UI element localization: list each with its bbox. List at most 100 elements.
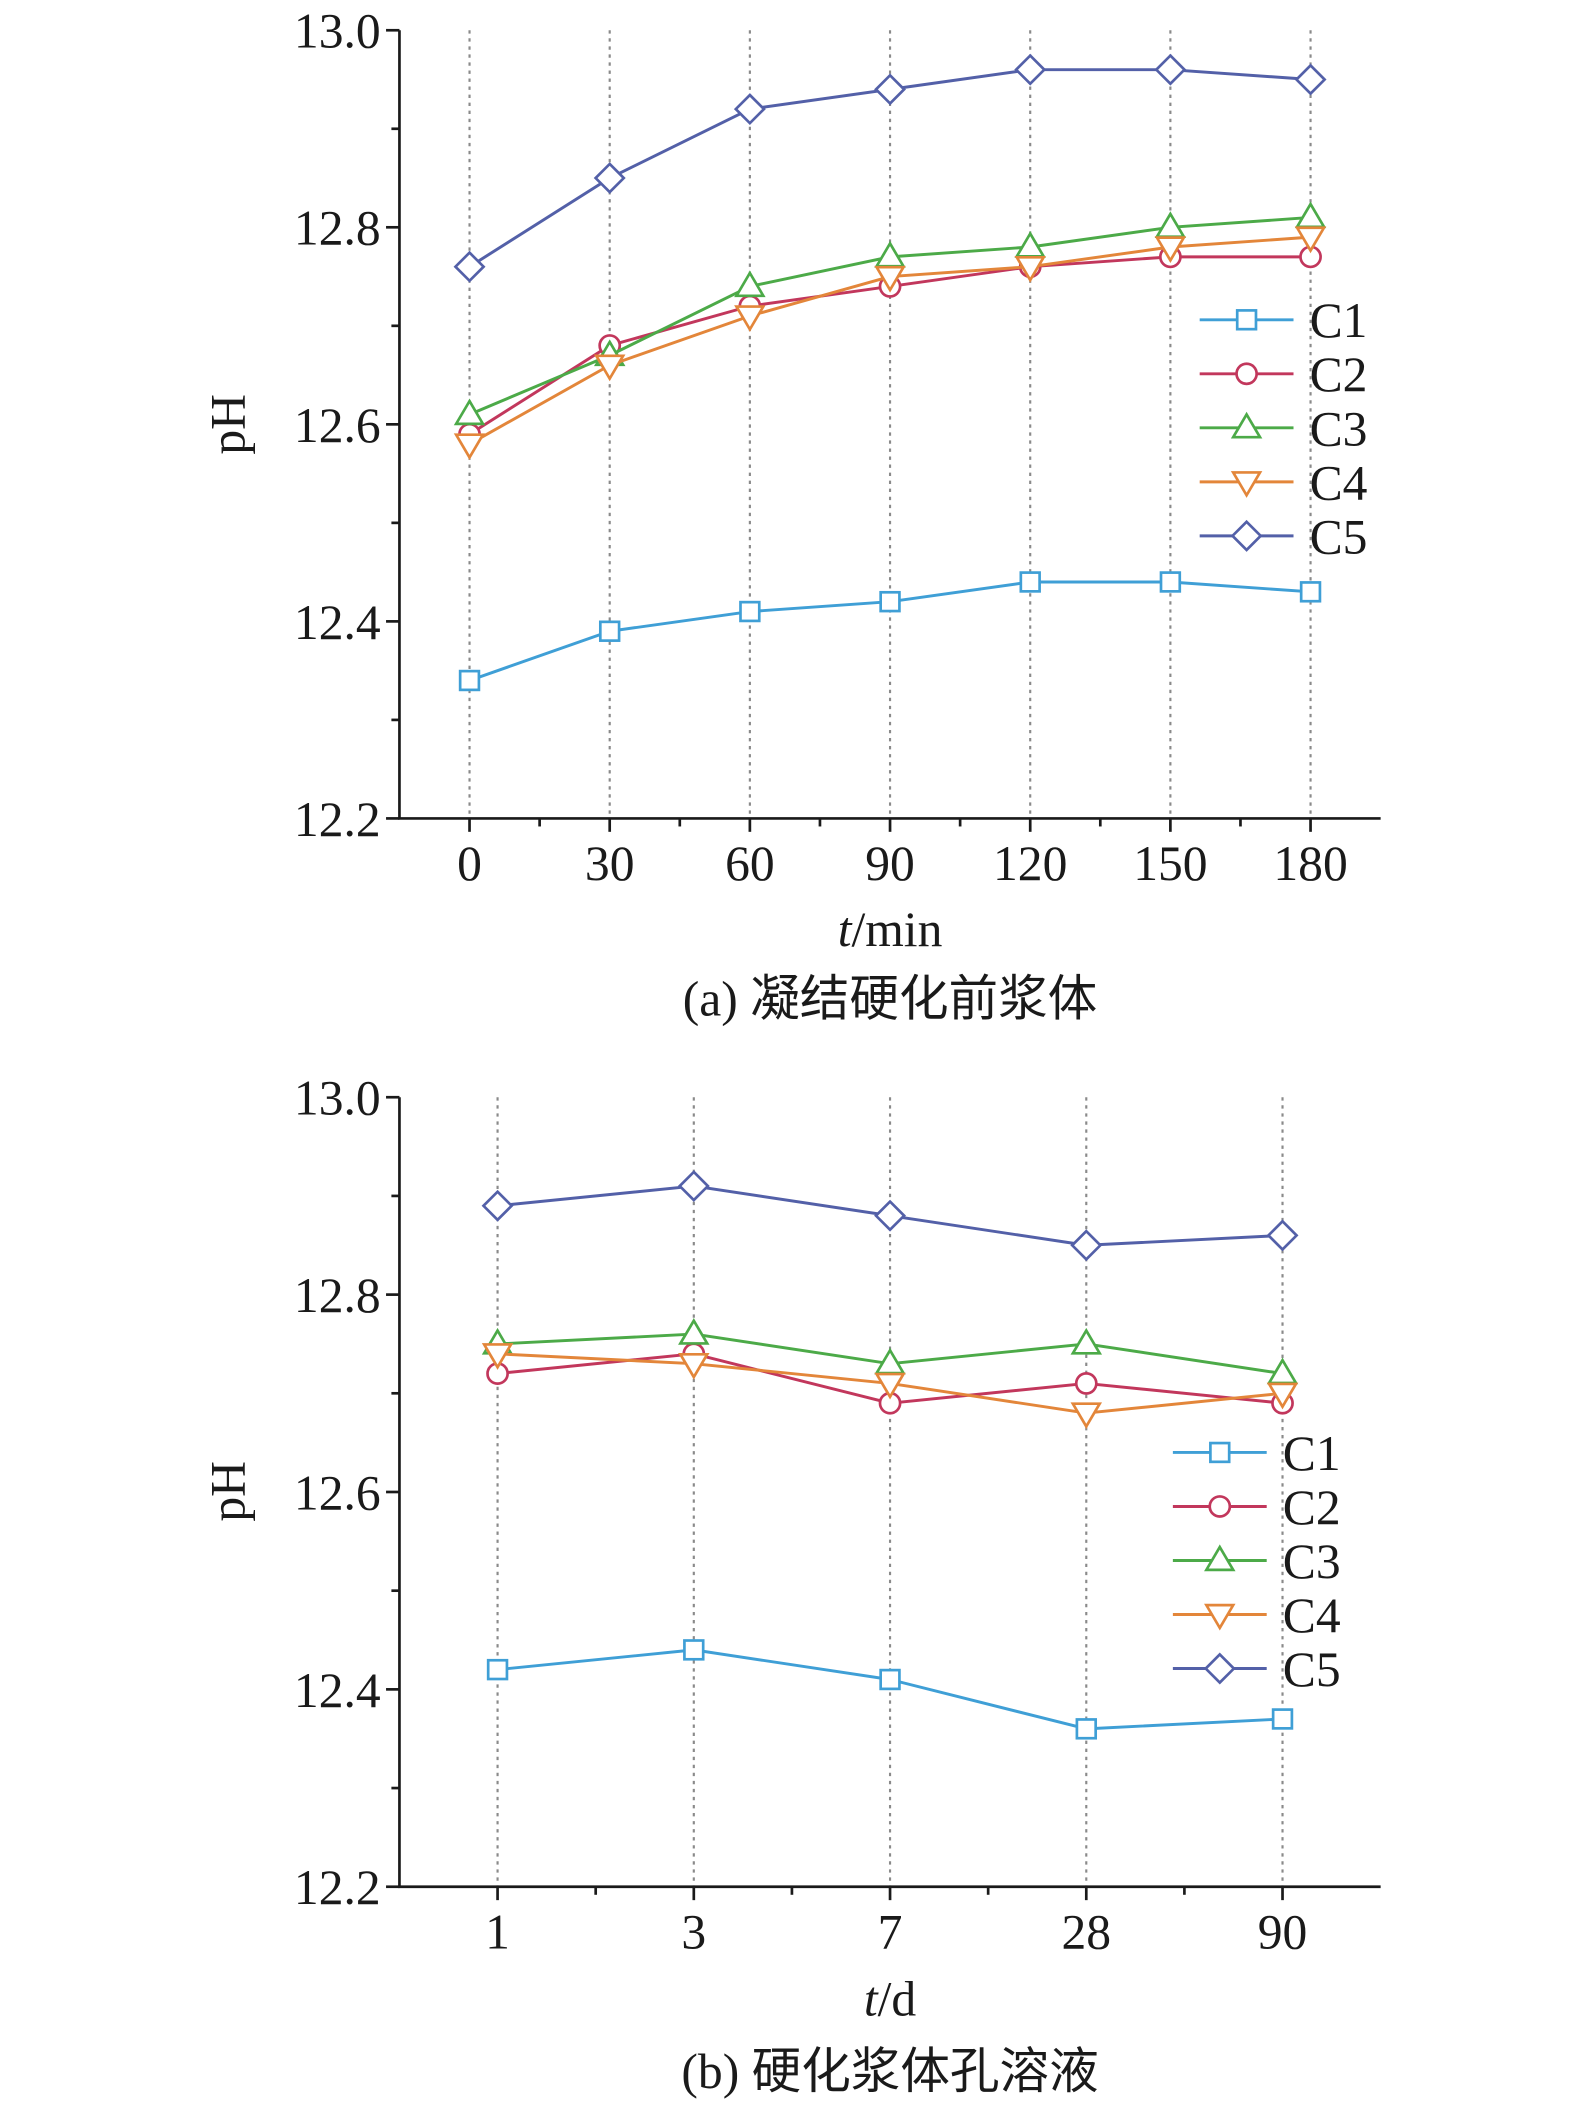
data-point-c1-150 [1159, 571, 1182, 593]
y-tick-label: 12.2 [294, 1860, 381, 1915]
data-point-c2-28 [1074, 1372, 1098, 1395]
legend-label-c3: C3 [1283, 1534, 1341, 1589]
data-point-c4-30 [593, 354, 626, 382]
y-tick-label: 13.0 [294, 1071, 381, 1126]
legend-entry-c1: C1 [1172, 1426, 1341, 1481]
data-point-c4-90 [1266, 1382, 1299, 1410]
data-point-c4-90 [874, 265, 906, 293]
x-tick-label: 90 [1258, 1904, 1308, 1959]
data-point-c4-1 [481, 1343, 514, 1370]
data-point-c1-7 [879, 1668, 901, 1691]
legend-entry-c1: C1 [1199, 293, 1368, 348]
legend-entry-c5: C5 [1172, 1642, 1341, 1697]
x-tick-label: 0 [457, 836, 482, 891]
legend-marker-c3 [1204, 1544, 1236, 1572]
data-point-c4-150 [1154, 236, 1187, 264]
data-point-c3-60 [734, 270, 766, 298]
x-tick-label: 1 [485, 1904, 510, 1959]
y-axis-title: pH [200, 1461, 255, 1522]
data-point-c3-28 [1070, 1327, 1103, 1355]
data-point-c5-0 [453, 250, 486, 283]
data-point-c5-180 [1294, 63, 1327, 96]
data-point-c1-30 [598, 620, 621, 642]
legend-marker-c1 [1209, 1441, 1231, 1464]
data-point-c4-0 [453, 433, 486, 461]
y-tick-label: 12.4 [294, 1663, 381, 1718]
x-axis-title: t/min [838, 902, 943, 957]
data-point-c3-3 [678, 1318, 710, 1345]
data-point-c4-60 [734, 305, 766, 333]
data-point-c4-180 [1294, 226, 1327, 254]
data-point-c5-120 [1014, 53, 1047, 86]
legend-label-c1: C1 [1310, 293, 1368, 348]
x-tick-label: 120 [993, 836, 1067, 891]
y-tick-label: 12.2 [294, 792, 381, 847]
legend-marker-c2 [1235, 362, 1258, 386]
data-point-c1-120 [1019, 571, 1041, 593]
legend-entry-c2: C2 [1199, 347, 1368, 402]
data-point-c1-0 [458, 669, 481, 692]
y-tick-label: 12.4 [294, 595, 381, 650]
legend-marker-c5 [1230, 519, 1263, 552]
x-axis-title-unit: /d [878, 1971, 917, 2026]
legend-marker-c3 [1230, 411, 1263, 439]
data-point-c1-28 [1075, 1718, 1098, 1740]
x-axis-title: t/d [864, 1971, 917, 2026]
chart-caption: (a) 凝结硬化前浆体 [683, 971, 1097, 1026]
data-point-c1-3 [683, 1639, 705, 1661]
legend-label-c1: C1 [1283, 1426, 1341, 1481]
y-tick-label: 12.6 [294, 1465, 381, 1520]
y-tick-label: 12.8 [294, 201, 381, 256]
data-point-c4-120 [1014, 255, 1046, 283]
x-axis-title-symbol: t [864, 1971, 879, 2026]
data-point-c5-7 [874, 1199, 907, 1232]
data-point-c5-28 [1070, 1229, 1103, 1262]
data-point-c4-7 [874, 1372, 906, 1400]
legend-entry-c4: C4 [1172, 1588, 1341, 1643]
legend-entry-c3: C3 [1172, 1534, 1341, 1589]
legend-label-c2: C2 [1310, 347, 1368, 402]
legend-marker-c4 [1204, 1603, 1236, 1631]
data-point-c5-60 [733, 93, 766, 126]
legend-marker-c5 [1203, 1652, 1236, 1685]
plot-area-b: 12.2 12.4 12.6 12.8 13.0 1 3 7 28 90 [294, 1071, 1381, 1959]
legend-entry-c4: C4 [1199, 455, 1368, 510]
data-point-c5-3 [677, 1170, 710, 1203]
data-point-c3-180 [1294, 201, 1327, 229]
data-point-c1-90 [879, 590, 901, 613]
data-point-c5-90 [1266, 1219, 1299, 1252]
data-point-c4-3 [678, 1352, 710, 1380]
x-tick-label: 28 [1061, 1904, 1111, 1959]
chart-panel-a: 12.212.412.612.813.00 30 60 90 120 150 180 pH … [200, 4, 1381, 1026]
x-axis-title-symbol: t [838, 902, 853, 957]
legend-marker-c2 [1208, 1495, 1232, 1518]
x-axis-title-unit: /min [851, 902, 942, 957]
y-tick-label: 13.0 [294, 4, 381, 59]
x-tick-label: 3 [681, 1904, 706, 1959]
x-tick-label: 7 [878, 1904, 903, 1959]
legend-label-c4: C4 [1310, 455, 1368, 510]
plot-area-a: 12.2 12.4 12.6 12.8 13.0 0 30 60 90 120 150 180 [294, 4, 1381, 891]
data-point-c1-180 [1299, 581, 1322, 603]
legend-label-c4: C4 [1283, 1588, 1341, 1643]
x-tick-label: 90 [865, 836, 915, 891]
legend-label-c5: C5 [1283, 1642, 1341, 1697]
data-point-c5-150 [1154, 53, 1187, 86]
legend-entry-c2: C2 [1172, 1480, 1341, 1535]
y-tick-label: 12.8 [294, 1268, 381, 1323]
data-point-c5-90 [874, 73, 907, 106]
x-tick-label: 60 [725, 836, 775, 891]
y-axis-title: pH [200, 394, 255, 455]
data-point-c1-90 [1271, 1708, 1294, 1730]
data-point-c1-60 [739, 600, 761, 623]
data-point-c3-0 [453, 398, 486, 426]
legend-label-c2: C2 [1283, 1480, 1341, 1535]
legend-marker-c4 [1230, 471, 1263, 498]
legend-label-c3: C3 [1310, 401, 1368, 456]
data-point-c1-1 [486, 1658, 509, 1681]
legend-label-c5: C5 [1310, 509, 1368, 564]
